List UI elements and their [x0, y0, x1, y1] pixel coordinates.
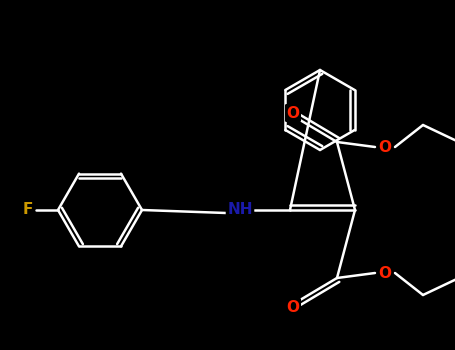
Text: O: O [287, 300, 299, 315]
Text: NH: NH [227, 203, 253, 217]
Text: O: O [287, 105, 299, 120]
Text: O: O [379, 266, 391, 280]
Text: F: F [23, 203, 33, 217]
Text: O: O [379, 140, 391, 154]
